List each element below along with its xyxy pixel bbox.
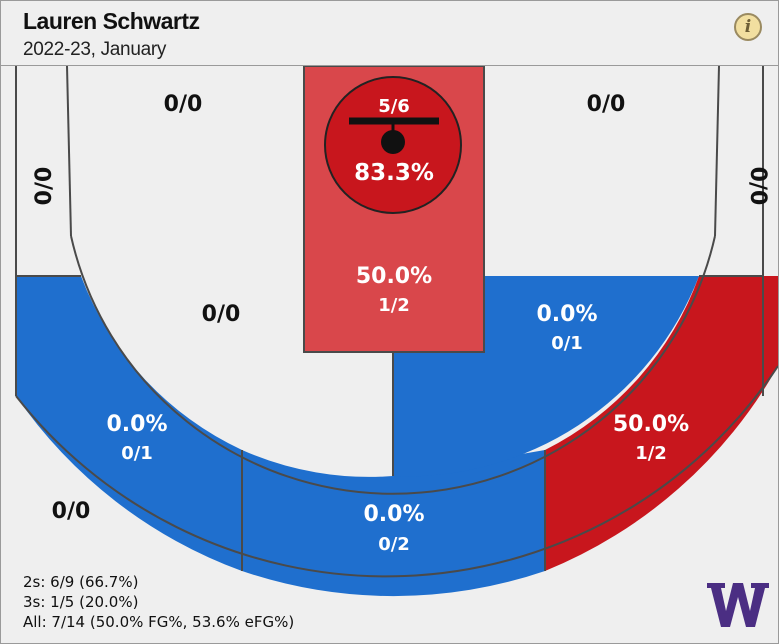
zone-three-right-wing[interactable]: [545, 276, 778, 571]
summary-twos: 2s: 6/9 (66.7%): [23, 573, 139, 591]
label-paint-frac: 1/2: [378, 295, 410, 316]
label-three-top-frac: 0/2: [378, 534, 410, 555]
zone-three-left-wing[interactable]: [16, 276, 242, 571]
label-mid-left-top: 0/0: [164, 92, 203, 117]
summary-threes: 3s: 1/5 (20.0%): [23, 593, 139, 611]
zone-mid-right-elbow[interactable]: [393, 276, 699, 477]
zone-three-top[interactable]: [242, 450, 545, 597]
label-three-left-corner: 0/0: [52, 499, 91, 524]
label-rim-pct: 83.3%: [354, 160, 434, 186]
label-three-right-wing-pct: 50.0%: [613, 412, 689, 437]
player-name: Lauren Schwartz: [23, 8, 200, 34]
period-label: 2022-23, January: [23, 39, 167, 60]
hoop-icon: [381, 130, 405, 154]
label-rim-frac: 5/6: [378, 96, 410, 117]
header: Lauren Schwartz 2022-23, January i: [1, 1, 778, 66]
label-mid-left-corner: 0/0: [32, 167, 57, 206]
label-three-left-wing-frac: 0/1: [121, 443, 153, 464]
summary-stats: 2s: 6/9 (66.7%) 3s: 1/5 (20.0%) All: 7/1…: [23, 572, 294, 632]
info-icon[interactable]: i: [734, 13, 762, 41]
summary-all: All: 7/14 (50.0% FG%, 53.6% eFG%): [23, 613, 295, 631]
label-mid-left-elbow: 0/0: [202, 302, 241, 327]
label-mid-right-elbow-pct: 0.0%: [536, 302, 597, 327]
label-three-left-wing-pct: 0.0%: [106, 412, 167, 437]
washington-w-logo-icon: [707, 583, 769, 627]
label-three-top-pct: 0.0%: [363, 502, 424, 527]
label-mid-right-top: 0/0: [587, 92, 626, 117]
shot-zone-court: 0/0 0/0 0/0 0/0 0/0 0/0 5/6 83.3% 50.0% …: [1, 66, 778, 643]
label-mid-right-elbow-frac: 0/1: [551, 333, 583, 354]
label-three-right-wing-frac: 1/2: [635, 443, 667, 464]
label-mid-right-corner: 0/0: [745, 167, 770, 206]
court-lines: [15, 66, 778, 578]
label-paint-pct: 50.0%: [356, 264, 432, 289]
